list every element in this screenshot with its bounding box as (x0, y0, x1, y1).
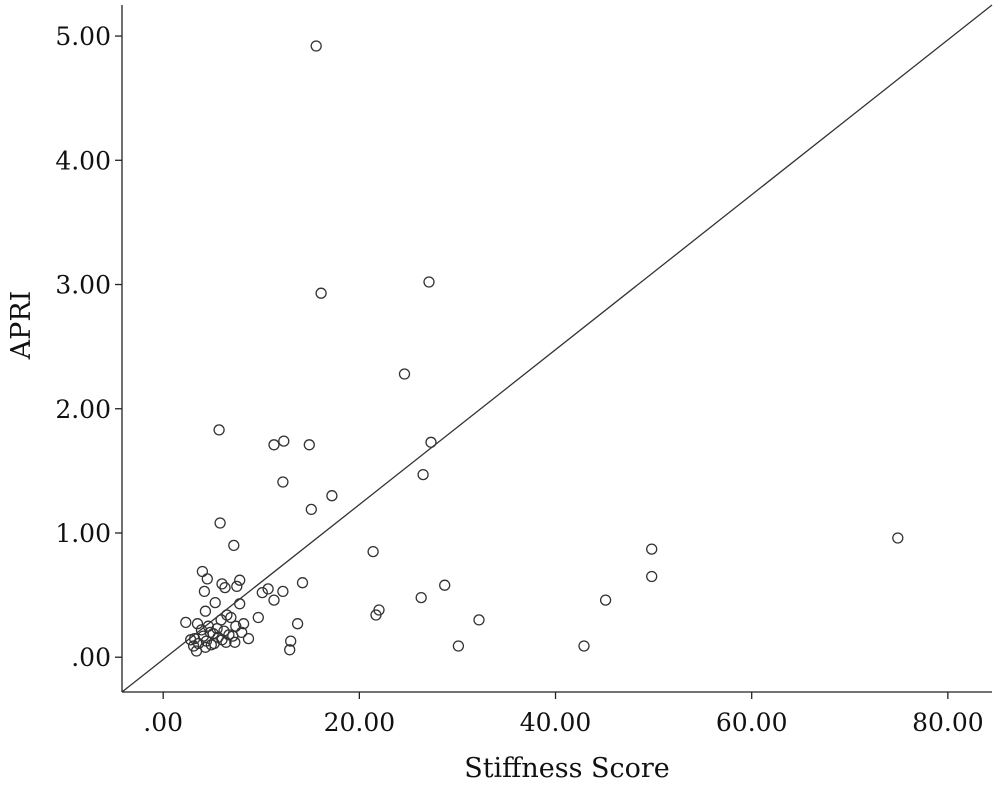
data-point (373, 604, 385, 616)
x-tick-label: .00 (143, 708, 183, 737)
x-tick-label: 40.00 (520, 708, 592, 737)
data-point (278, 435, 290, 447)
data-point (205, 639, 217, 651)
y-tick-label: .00 (71, 643, 111, 672)
data-point (256, 586, 268, 599)
data-point (199, 605, 212, 617)
axes-layer (121, 5, 992, 693)
data-point (190, 645, 203, 657)
data-point (423, 276, 435, 288)
data-point (277, 476, 289, 488)
y-axis-title: APRI (6, 291, 37, 361)
data-point (268, 594, 280, 606)
data-point (213, 424, 225, 436)
data-point (415, 591, 427, 604)
data-point (303, 439, 315, 451)
data-point (892, 532, 904, 544)
data-point (219, 581, 231, 594)
data-point (228, 539, 240, 552)
data-point (191, 618, 204, 630)
data-point (315, 287, 327, 299)
data-point (216, 578, 228, 590)
data-point (452, 640, 465, 652)
x-ticks: .00 20.00 40.00 60.00 80.00 (143, 692, 984, 737)
data-point (227, 630, 239, 642)
x-axis-title: Stiffness Score (464, 753, 670, 784)
x-tick-label: 60.00 (716, 708, 788, 737)
data-point (196, 565, 209, 578)
data-point (231, 580, 243, 593)
data-point (225, 611, 237, 624)
data-point (180, 616, 192, 629)
data-point (234, 574, 246, 586)
y-tick-label: 3.00 (55, 271, 111, 300)
data-point (285, 635, 297, 647)
data-point (284, 644, 296, 656)
data-point (209, 596, 221, 609)
data-point (578, 640, 590, 652)
x-tick-label: 20.00 (324, 708, 396, 737)
data-point (473, 614, 485, 626)
data-point (229, 636, 241, 648)
reference-line (121, 4, 993, 693)
y-tick-label: 2.00 (55, 395, 111, 424)
y-ticks: .00 1.00 2.00 3.00 4.00 5.00 (55, 22, 122, 672)
data-point (237, 618, 250, 630)
data-point (214, 517, 226, 529)
reference-line-layer (121, 4, 993, 693)
data-point (242, 632, 255, 645)
data-point (198, 585, 211, 598)
points-layer (180, 40, 904, 657)
data-point (425, 436, 437, 448)
data-point (599, 594, 612, 606)
y-tick-label: 4.00 (55, 146, 111, 175)
data-point (646, 543, 658, 555)
data-point (291, 618, 304, 630)
data-point (296, 577, 309, 589)
data-point (305, 503, 317, 516)
data-point (234, 598, 246, 610)
data-point (326, 490, 338, 502)
data-point (230, 620, 242, 632)
data-point (262, 583, 274, 595)
x-tick-label: 80.00 (912, 708, 984, 737)
data-point (252, 611, 264, 624)
data-point (398, 368, 411, 380)
data-point (201, 573, 213, 585)
data-point (646, 570, 658, 583)
data-point (367, 545, 379, 558)
y-tick-label: 1.00 (55, 519, 111, 548)
data-point (268, 439, 280, 451)
data-point (220, 636, 232, 648)
y-tick-label: 5.00 (55, 22, 111, 51)
data-point (277, 585, 289, 598)
data-point (439, 579, 451, 591)
data-point (417, 468, 429, 481)
data-point (310, 40, 322, 52)
